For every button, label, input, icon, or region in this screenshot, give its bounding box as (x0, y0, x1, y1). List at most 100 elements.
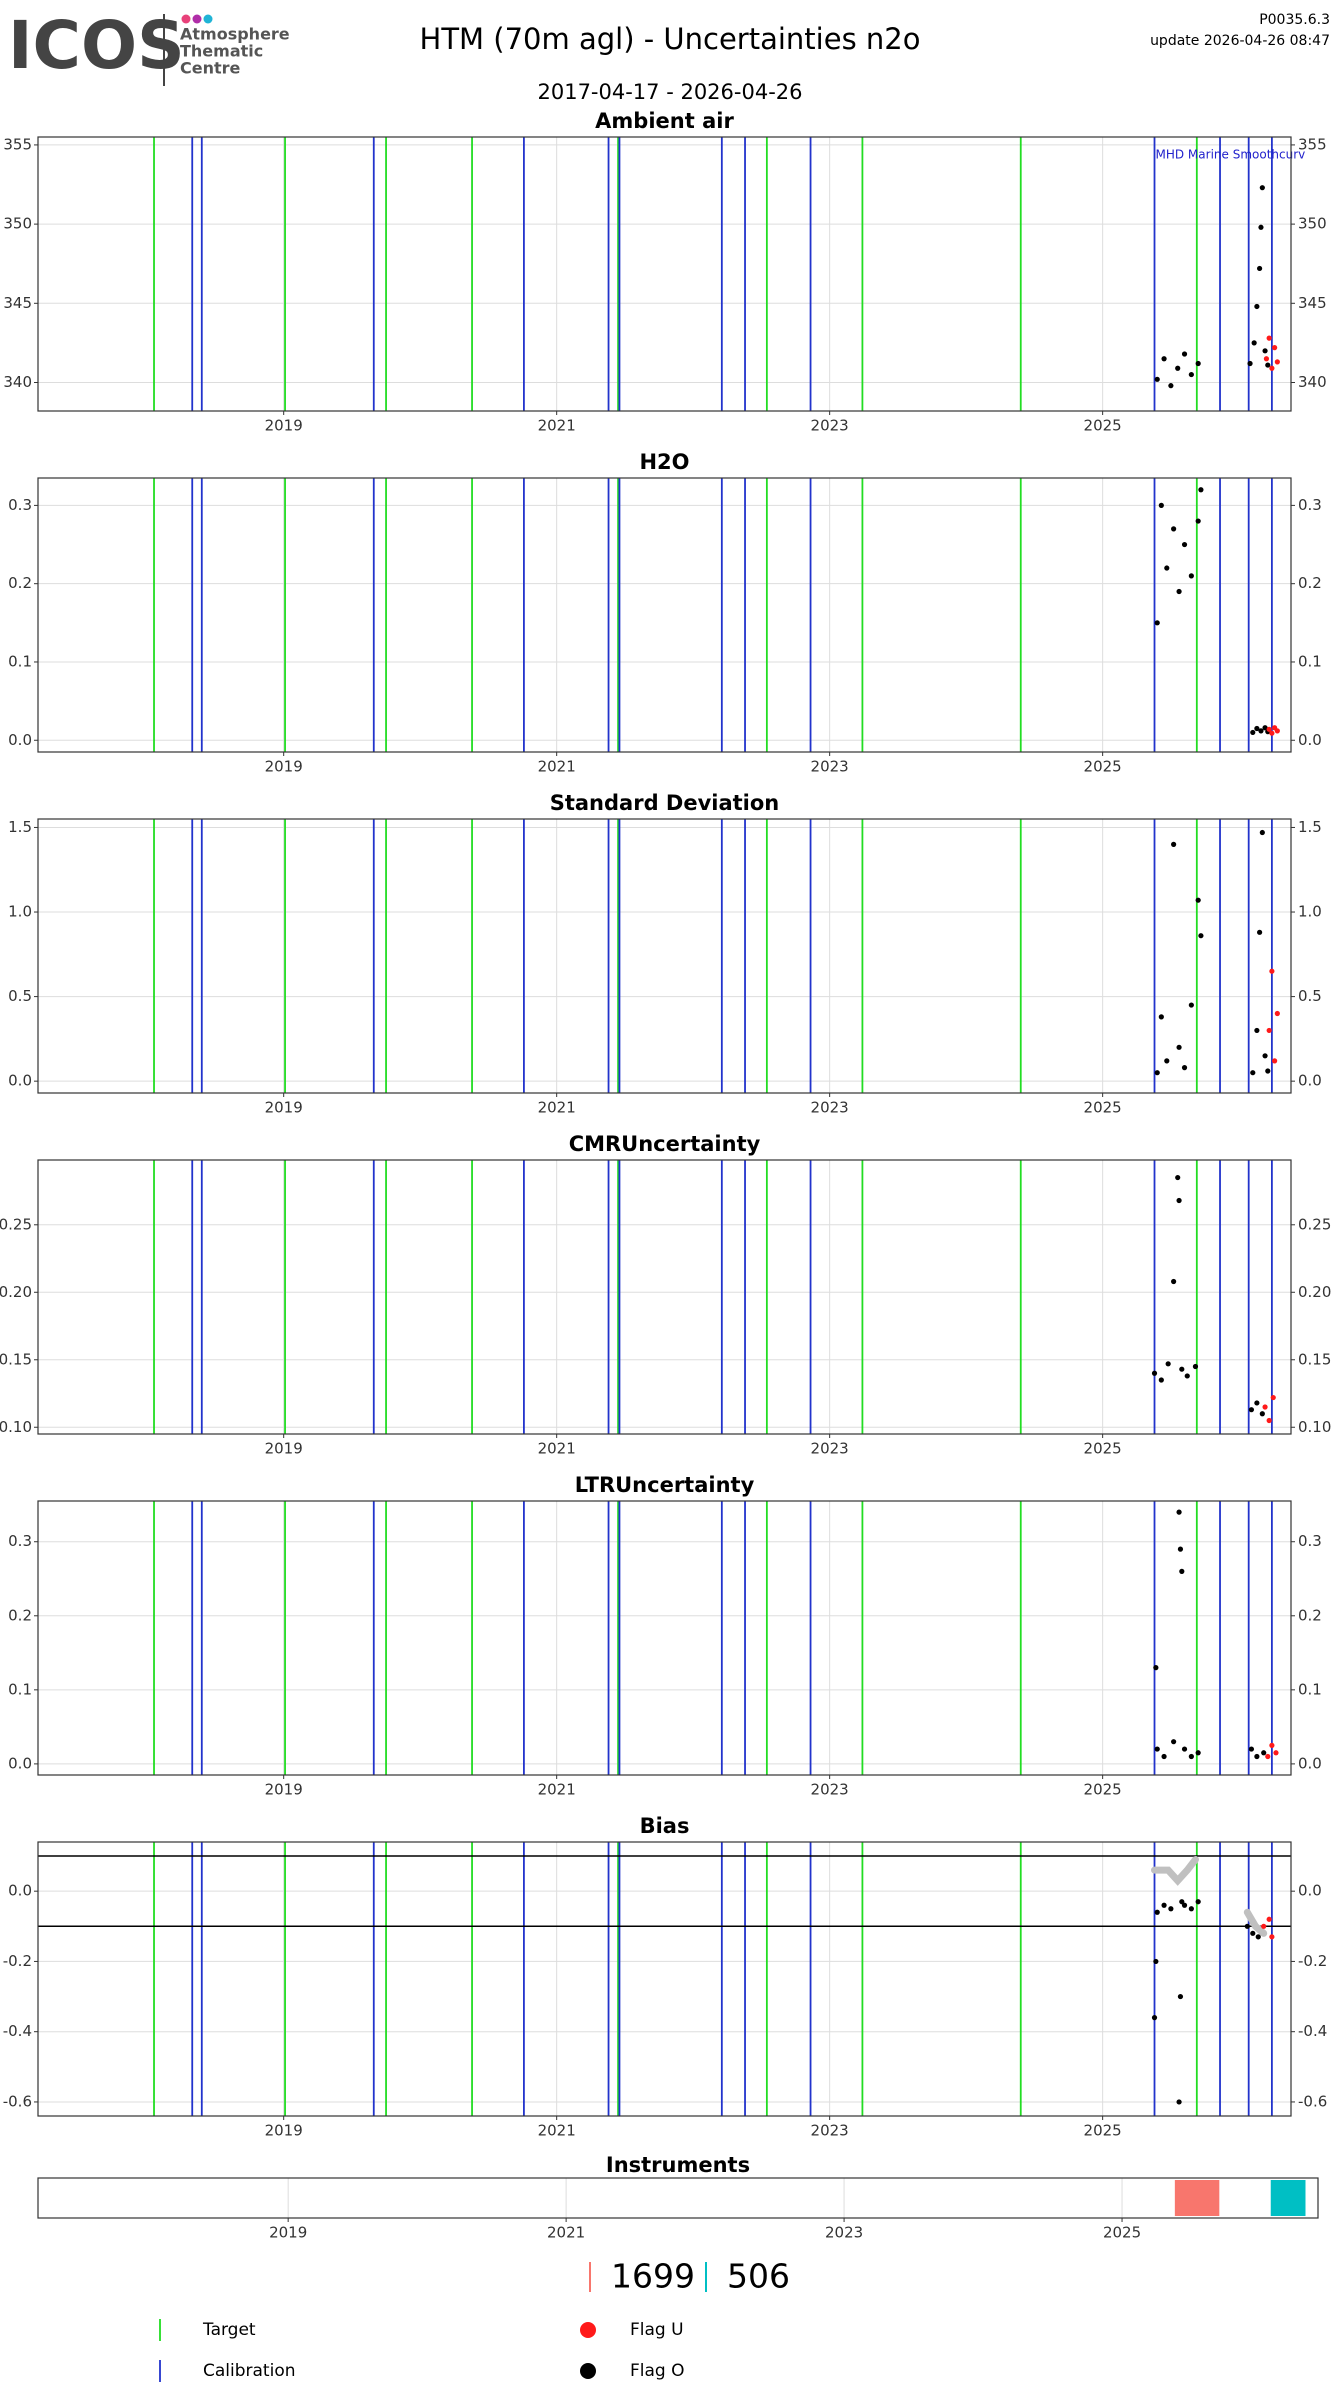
instrument-period (1270, 2180, 1306, 2216)
data-point (1250, 1070, 1256, 1076)
smooth-curve (1151, 1856, 1268, 1937)
data-point (1158, 1377, 1164, 1383)
data-point (1269, 365, 1275, 371)
y-tick-label: 0.1 (8, 652, 32, 670)
data-point (1161, 356, 1167, 362)
legend-label: Flag O (630, 2361, 685, 2381)
data-point (1164, 1058, 1170, 1064)
logo-text: Centre (180, 59, 241, 78)
data-point (1254, 1400, 1260, 1406)
legend-key (580, 2363, 596, 2379)
y-tick-label: 1.0 (8, 903, 32, 921)
logo-dot (181, 14, 191, 24)
data-point (1272, 345, 1278, 351)
y-tick-label: 0.2 (8, 574, 32, 592)
data-point (1177, 1546, 1184, 1552)
data-point (1153, 1665, 1159, 1671)
y2-tick-label: 0.3 (1298, 496, 1322, 514)
data-point (1171, 841, 1177, 847)
data-point (1269, 968, 1275, 974)
data-point (1266, 335, 1272, 341)
y-tick-label: 0.0 (8, 1754, 32, 1772)
data-point (1176, 1509, 1182, 1515)
plot-frame (37, 1159, 1292, 1435)
data-point (1258, 728, 1264, 734)
panel-title: Instruments (606, 2153, 750, 2177)
x-tick-label: 2025 (1084, 1099, 1122, 1117)
logo-dot (203, 14, 213, 24)
data-point (1198, 487, 1204, 493)
y-tick-label: 0.1 (8, 1680, 32, 1698)
y2-tick-label: 0.0 (1298, 731, 1322, 749)
data-point (1244, 1923, 1250, 1929)
y2-tick-label: -0.4 (1298, 2022, 1327, 2040)
x-tick-label: 2023 (811, 758, 849, 776)
x-tick-label: 2023 (811, 1781, 849, 1799)
data-point (1161, 1902, 1167, 1908)
data-point (1195, 1750, 1201, 1756)
data-point (1269, 1742, 1275, 1748)
data-point (1153, 1958, 1159, 1965)
data-point (1257, 265, 1263, 272)
y-tick-label: 0.3 (8, 1532, 32, 1550)
x-tick-label: 2021 (538, 1781, 576, 1799)
y-tick-label: -0.4 (3, 2022, 32, 2040)
data-point (1266, 1417, 1272, 1424)
x-tick-label: 2019 (265, 758, 303, 776)
x-tick-label: 2021 (538, 2122, 576, 2140)
logo-text: Atmosphere (180, 25, 290, 44)
x-tick-label: 2023 (811, 1099, 849, 1117)
legend-label: 1699 (611, 2257, 695, 2296)
x-tick-label: 2019 (265, 1099, 303, 1117)
data-point (1259, 1411, 1265, 1417)
data-point (1274, 728, 1280, 734)
panel-title: Standard Deviation (550, 791, 780, 815)
data-point (1179, 1568, 1185, 1574)
x-tick-label: 2025 (1084, 1440, 1122, 1458)
y2-tick-label: 0.20 (1298, 1283, 1331, 1301)
data-point (1176, 1044, 1182, 1050)
data-point (1164, 565, 1170, 571)
logo-dot (192, 14, 202, 24)
y2-tick-label: 0.25 (1298, 1215, 1331, 1233)
logo: ICOS (8, 7, 185, 84)
x-tick-label: 2019 (265, 1440, 303, 1458)
version: P0035.6.3 (1259, 12, 1330, 28)
y-tick-label: -0.2 (3, 1952, 32, 1970)
plot-frame (37, 1500, 1292, 1776)
data-point (1250, 1930, 1256, 1936)
y2-tick-label: -0.6 (1298, 2092, 1327, 2110)
x-tick-label: 2021 (538, 1440, 576, 1458)
y-tick-label: 0.25 (0, 1215, 32, 1233)
y2-tick-label: -0.2 (1298, 1952, 1327, 1970)
data-point (1188, 573, 1194, 579)
plot-frame (37, 2177, 1319, 2219)
data-point (1254, 1753, 1260, 1760)
y-tick-label: 345 (3, 294, 32, 312)
data-point (1254, 725, 1260, 732)
plot-frame (37, 818, 1292, 1094)
x-tick-label: 2025 (1103, 2224, 1141, 2242)
data-point (1262, 348, 1268, 354)
data-point (1171, 526, 1177, 532)
x-tick-label: 2023 (811, 417, 849, 435)
x-tick-label: 2025 (1084, 417, 1122, 435)
legend-label: Target (202, 2320, 256, 2340)
data-point (1195, 518, 1201, 524)
data-point (1265, 1068, 1271, 1074)
data-point (1154, 1909, 1160, 1915)
x-tick-label: 2021 (538, 417, 576, 435)
data-point (1262, 1053, 1268, 1059)
data-point (1254, 303, 1260, 310)
data-point (1247, 360, 1253, 367)
data-point (1179, 1899, 1185, 1905)
data-point (1171, 1739, 1177, 1745)
panel-title: Bias (640, 1814, 690, 1838)
x-tick-label: 2021 (547, 2224, 585, 2242)
data-point (1254, 1027, 1260, 1034)
legend-label: Flag U (630, 2320, 684, 2340)
data-point (1181, 541, 1188, 548)
y2-tick-label: 350 (1298, 215, 1327, 233)
data-point (1158, 1014, 1164, 1020)
